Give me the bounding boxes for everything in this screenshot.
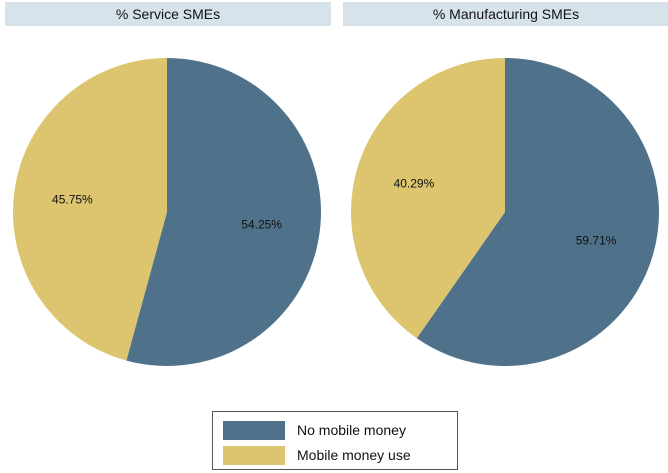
legend-item: Mobile money use [223, 443, 411, 467]
slice-label: 54.25% [241, 218, 282, 232]
slice-label: 40.29% [394, 176, 435, 190]
legend-item: No mobile money [223, 418, 406, 442]
pie-slice [350, 57, 505, 339]
chart-panel-manufacturing: % Manufacturing SMEs 59.71% 40.29% [343, 2, 668, 400]
chart-title: % Service SMEs [5, 2, 331, 26]
pie-slice [126, 58, 321, 366]
legend-swatch [223, 445, 285, 465]
pie-chart-manufacturing: 59.71% 40.29% [350, 57, 659, 366]
legend: No mobile money Mobile money use [212, 411, 458, 470]
pie-slice [12, 58, 167, 361]
legend-label: Mobile money use [297, 447, 411, 463]
legend-label: No mobile money [297, 422, 406, 438]
chart-panel-service: % Service SMEs 54.25% 45.75% [5, 2, 331, 400]
pie-slice [416, 58, 659, 366]
slice-label: 45.75% [52, 192, 93, 206]
pie-chart-service: 54.25% 45.75% [12, 58, 321, 366]
slice-label: 59.71% [576, 234, 617, 248]
chart-title: % Manufacturing SMEs [343, 2, 668, 26]
legend-swatch [223, 420, 285, 440]
